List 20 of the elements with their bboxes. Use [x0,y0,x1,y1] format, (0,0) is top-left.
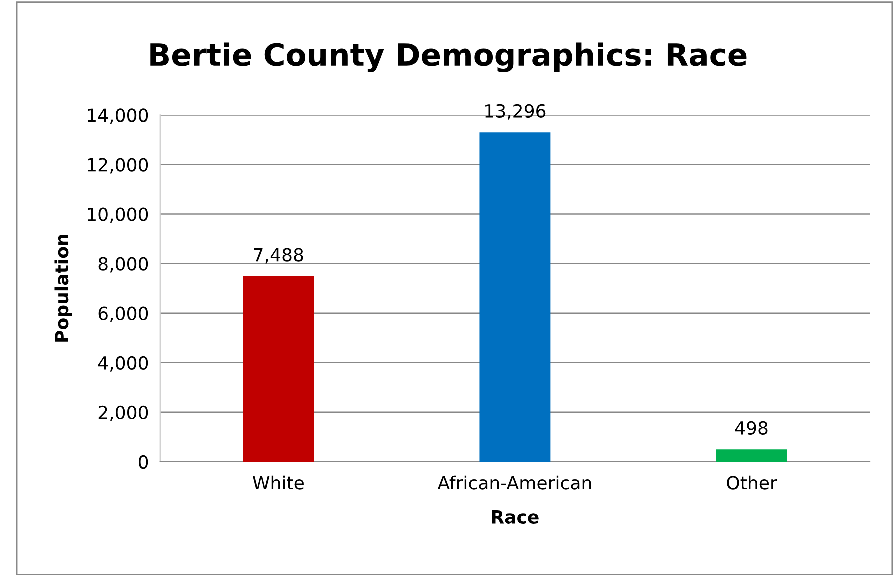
y-tick-label: 6,000 [98,306,148,322]
x-tick-label: White [253,476,304,490]
y-tick-label: 8,000 [98,257,148,273]
x-tick-label: African-American [438,476,592,490]
x-tick-label: Other [727,476,778,490]
bar [716,450,788,462]
data-label: 7,488 [254,248,304,264]
x-axis-title: Race [492,510,539,524]
data-label: 13,296 [486,104,546,120]
bar [480,132,551,462]
bar [243,276,314,462]
y-tick-label: 10,000 [88,208,148,224]
y-tick-label: 14,000 [88,108,148,124]
data-label: 498 [735,421,768,436]
y-axis-title: Population [54,235,72,342]
chart-title: Bertie County Demographics: Race [150,42,747,73]
y-tick-label: 4,000 [98,356,148,372]
y-tick-label: 12,000 [88,158,148,174]
y-tick-label: 2,000 [98,406,148,422]
y-tick-label: 0 [138,455,148,470]
